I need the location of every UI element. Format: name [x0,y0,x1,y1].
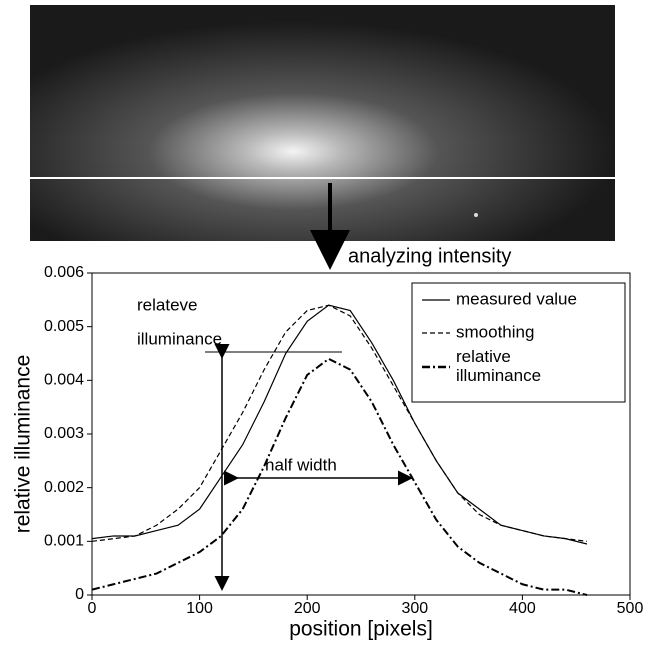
legend-label: measured value [456,289,577,308]
annotation: illuminance [137,329,222,348]
series-line [91,357,588,596]
y-tick-label: 0.003 [44,425,84,442]
x-tick-label: 300 [401,600,428,617]
annotation: relateve [137,295,197,314]
y-tick-label: 0.001 [44,533,84,550]
y-tick-label: 0.004 [44,372,84,389]
legend-box [411,282,626,403]
y-tick-label: 0 [75,586,84,603]
photo [30,5,615,241]
x-tick-label: 500 [617,600,644,617]
annotation: analyzing intensity [348,245,511,267]
x-tick-label: 0 [88,600,97,617]
y-tick-label: 0.005 [44,318,84,335]
y-axis-label: relative illuminance [12,355,35,534]
annotation: half width [265,455,337,474]
plot: 0 0.001 0.002 0.003 0.004 0.005 0.006 0 100 200 30… [12,264,644,640]
x-tick-label: 200 [294,600,321,617]
legend-label: relative illuminance [456,347,541,385]
x-axis-label: position [pixels] [289,618,433,641]
speck [474,213,478,217]
series-line [91,304,588,542]
y-tick-label: 0.006 [44,264,84,281]
x-tick-label: 100 [186,600,213,617]
legend-label: smoothing [456,322,534,341]
y-tick-label: 0.002 [44,479,84,496]
x-tick-label: 400 [509,600,536,617]
